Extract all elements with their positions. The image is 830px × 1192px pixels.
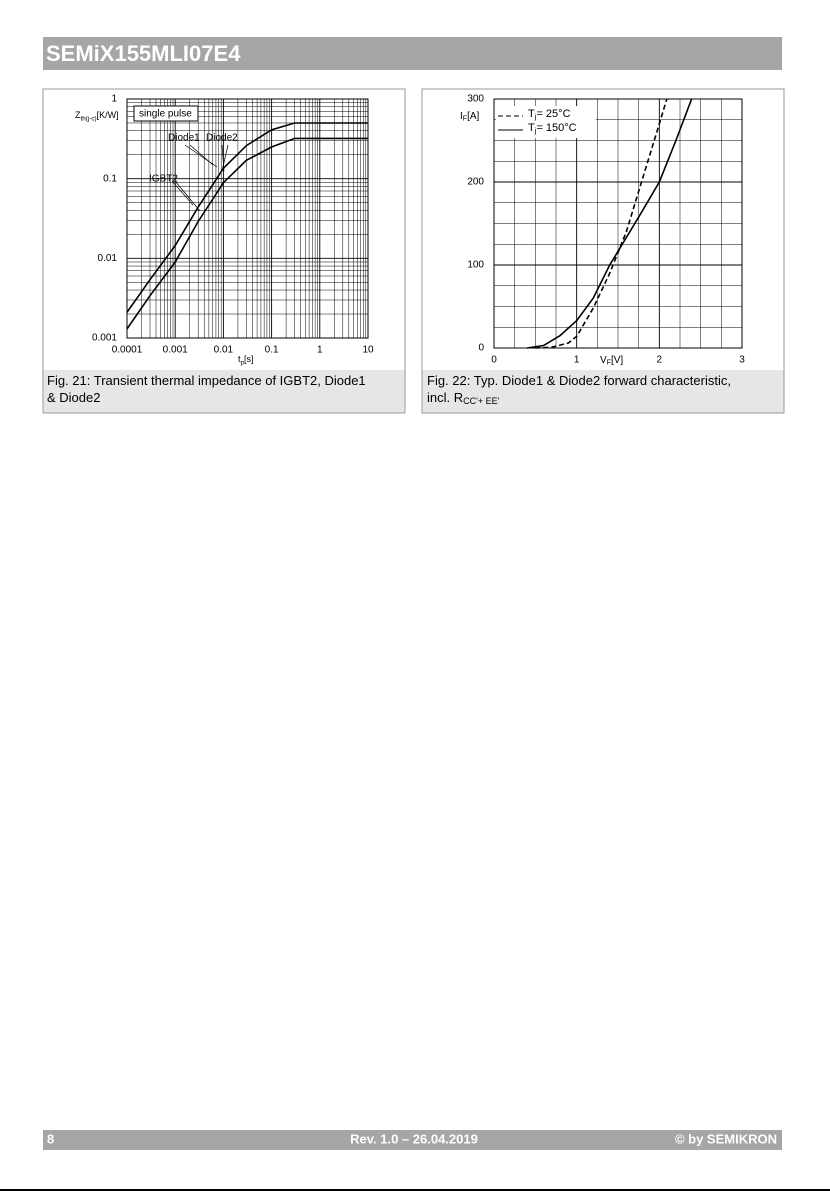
y-tick-label: 1 <box>111 94 117 105</box>
y-axis-label-sub: th(j-c) <box>81 115 97 122</box>
caption-bg <box>43 370 405 413</box>
x-axis-label-sub: F <box>607 359 611 366</box>
y-axis-label-rest: [K/W] <box>97 110 119 120</box>
legend-label: Tj= 25°C <box>528 108 571 121</box>
legend-label-sub: j <box>534 126 537 135</box>
legend-label: Tj= 150°C <box>528 122 577 135</box>
x-axis-label-sub: p <box>241 359 245 366</box>
legend-label-rest: = 150°C <box>536 122 576 134</box>
y-tick-label: 0.01 <box>98 253 118 264</box>
x-tick-label: 1 <box>317 345 323 356</box>
annotation: Diode1 <box>168 133 200 144</box>
y-tick-label: 200 <box>467 177 484 188</box>
leader-line <box>184 144 218 168</box>
data-line <box>126 122 368 313</box>
y-tick-label: 0.1 <box>103 173 117 184</box>
annotation: single pulse <box>139 109 192 120</box>
caption: Fig. 22: Typ. Diode1 & Diode2 forward ch… <box>427 373 735 406</box>
y-tick-label: 100 <box>467 260 484 271</box>
y-axis-label: IF[A] <box>460 111 480 123</box>
x-axis-label-rest: [s] <box>244 354 254 364</box>
x-axis-label: VF[V] <box>600 355 623 367</box>
header-bar <box>43 37 782 70</box>
x-tick-label: 0 <box>491 355 497 366</box>
data-line <box>126 137 368 330</box>
annotation: IGBT2 <box>149 174 178 185</box>
y-axis-label-rest: [A] <box>467 111 479 122</box>
x-axis-label: tp[s] <box>238 354 254 366</box>
leader-line <box>171 180 194 206</box>
header-title: SEMiX155MLI07E4 <box>46 41 241 66</box>
data-line <box>526 98 693 349</box>
y-axis-label-main: Z <box>75 110 81 120</box>
x-tick-label: 1 <box>574 355 580 366</box>
legend-label-rest: = 25°C <box>536 108 570 120</box>
plot-frame <box>126 98 369 339</box>
plot-frame <box>493 98 743 349</box>
footer-bar <box>43 1130 782 1150</box>
x-axis-label-main: t <box>238 354 241 364</box>
y-axis-label: Zth(j-c)[K/W] <box>75 110 119 122</box>
x-axis-label-rest: [V] <box>611 355 623 366</box>
legend-bg <box>496 106 596 138</box>
y-axis-label-sub: F <box>463 115 467 122</box>
x-tick-label: 0.001 <box>163 345 188 356</box>
x-tick-label: 0.01 <box>214 345 234 356</box>
x-tick-label: 3 <box>739 355 745 366</box>
figure-box <box>421 88 785 414</box>
y-axis-label-main: I <box>460 111 463 122</box>
y-tick-label: 300 <box>467 94 484 105</box>
caption-line: & Diode2 <box>47 390 100 405</box>
x-tick-label: 0.0001 <box>112 345 143 356</box>
y-tick-label: 0 <box>478 343 484 354</box>
legend-label-sub: j <box>534 112 537 121</box>
caption-line: Fig. 22: Typ. Diode1 & Diode2 forward ch… <box>427 373 735 388</box>
leader-line <box>174 180 201 212</box>
footer-page: 8 <box>47 1131 54 1146</box>
y-tick-label: 0.001 <box>92 333 117 344</box>
x-tick-label: 2 <box>657 355 663 366</box>
x-tick-label: 10 <box>362 345 374 356</box>
legend-label-main: T <box>528 122 535 134</box>
caption: Fig. 21: Transient thermal impedance of … <box>47 373 366 405</box>
footer-revision: Rev. 1.0 – 26.04.2019 <box>350 1131 478 1146</box>
leader-line <box>221 144 229 172</box>
leader-line <box>189 144 214 166</box>
x-tick-label: 0.1 <box>265 345 279 356</box>
caption-sub: CC'+ EE' <box>463 396 499 406</box>
x-axis-label-main: V <box>600 355 607 366</box>
legend-label-main: T <box>528 108 535 120</box>
caption-bg <box>422 370 784 413</box>
data-line <box>535 98 668 349</box>
caption-line: incl. R <box>427 390 463 405</box>
figure-box <box>42 88 406 414</box>
caption-line: Fig. 21: Transient thermal impedance of … <box>47 373 366 388</box>
footer-copyright: © by SEMIKRON <box>675 1131 777 1146</box>
annotation: Diode2 <box>206 133 238 144</box>
annotation-box <box>133 105 199 122</box>
leader-line <box>221 144 225 172</box>
